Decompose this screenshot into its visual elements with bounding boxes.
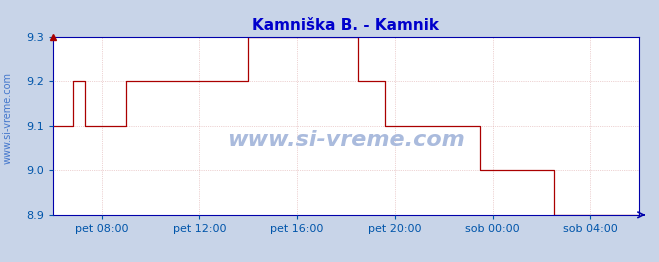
Title: Kamniška B. - Kamnik: Kamniška B. - Kamnik — [252, 18, 440, 33]
Text: www.si-vreme.com: www.si-vreme.com — [227, 130, 465, 150]
Text: www.si-vreme.com: www.si-vreme.com — [3, 72, 13, 164]
